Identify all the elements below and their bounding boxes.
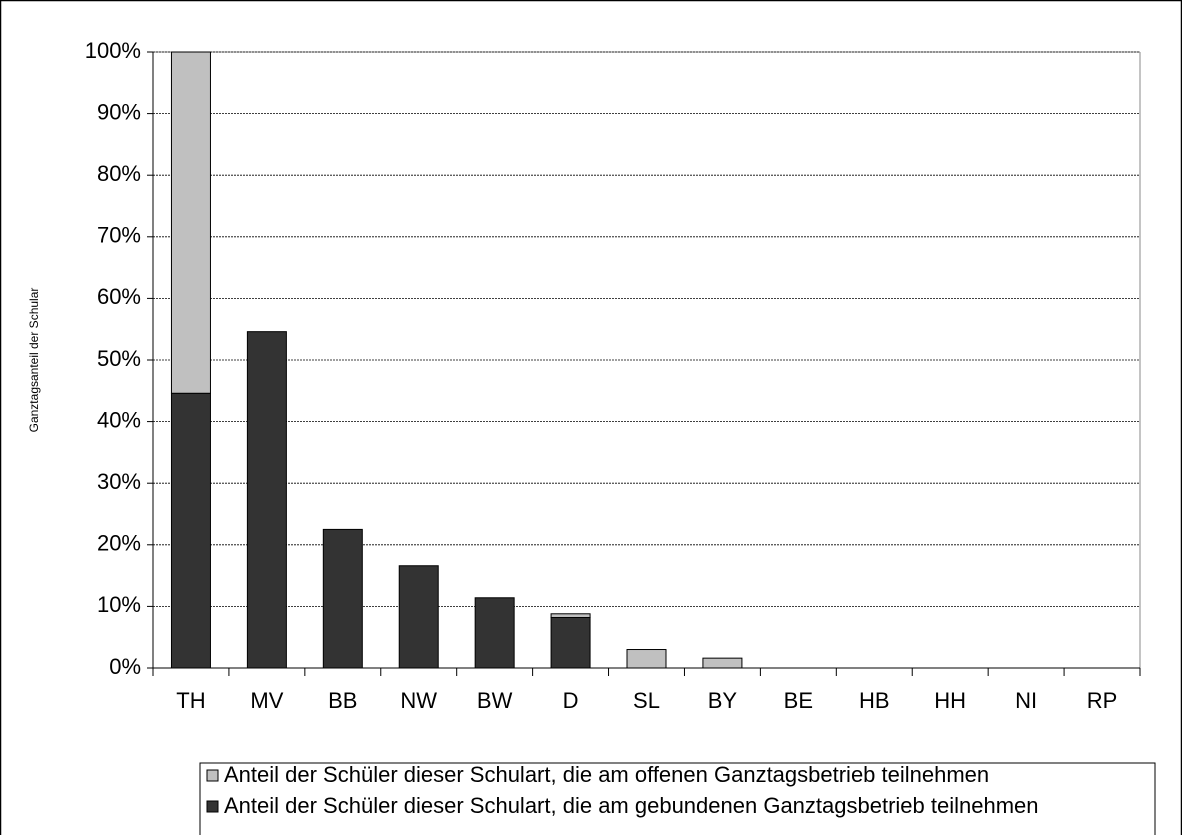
bar-segment (550, 616, 591, 669)
legend-swatch (206, 769, 219, 782)
x-tick-label: HH (934, 688, 966, 713)
y-tick-label: 20% (97, 531, 141, 556)
y-tick-label: 80% (97, 161, 141, 186)
x-tick-label: BW (477, 688, 513, 713)
bar-segment (322, 528, 363, 669)
bar-segment (170, 51, 211, 394)
x-tick-label: BY (708, 688, 738, 713)
y-tick-label: 40% (97, 407, 141, 432)
x-tick-label: MV (250, 688, 283, 713)
y-tick-label: 90% (97, 99, 141, 124)
x-tick-label: SL (633, 688, 660, 713)
legend-label: Anteil der Schüler dieser Schulart, die … (224, 793, 1039, 818)
y-tick-label: 0% (109, 654, 141, 679)
x-tick-label: D (563, 688, 579, 713)
y-tick-label: 70% (97, 223, 141, 248)
bar-segment (246, 331, 287, 669)
y-tick-label: 10% (97, 592, 141, 617)
x-tick-label: TH (176, 688, 205, 713)
bar-segment (170, 392, 211, 669)
bar-segment (474, 597, 515, 669)
y-tick-label: 100% (85, 38, 141, 63)
legend-swatch (206, 800, 219, 813)
x-tick-label: NI (1015, 688, 1037, 713)
bar-segment (702, 657, 743, 669)
y-tick-label: 50% (97, 346, 141, 371)
bar-segment (398, 565, 439, 669)
x-tick-label: BE (784, 688, 813, 713)
y-tick-label: 30% (97, 469, 141, 494)
x-tick-label: RP (1087, 688, 1118, 713)
bar-segment (550, 613, 591, 618)
x-tick-label: NW (400, 688, 437, 713)
y-tick-label: 60% (97, 284, 141, 309)
legend-box (199, 762, 1156, 835)
x-tick-label: HB (859, 688, 890, 713)
legend-label: Anteil der Schüler dieser Schulart, die … (224, 762, 989, 787)
bar-segment (626, 649, 667, 669)
x-tick-label: BB (328, 688, 357, 713)
y-axis-label: Ganztagsanteil der Schular (27, 288, 41, 433)
